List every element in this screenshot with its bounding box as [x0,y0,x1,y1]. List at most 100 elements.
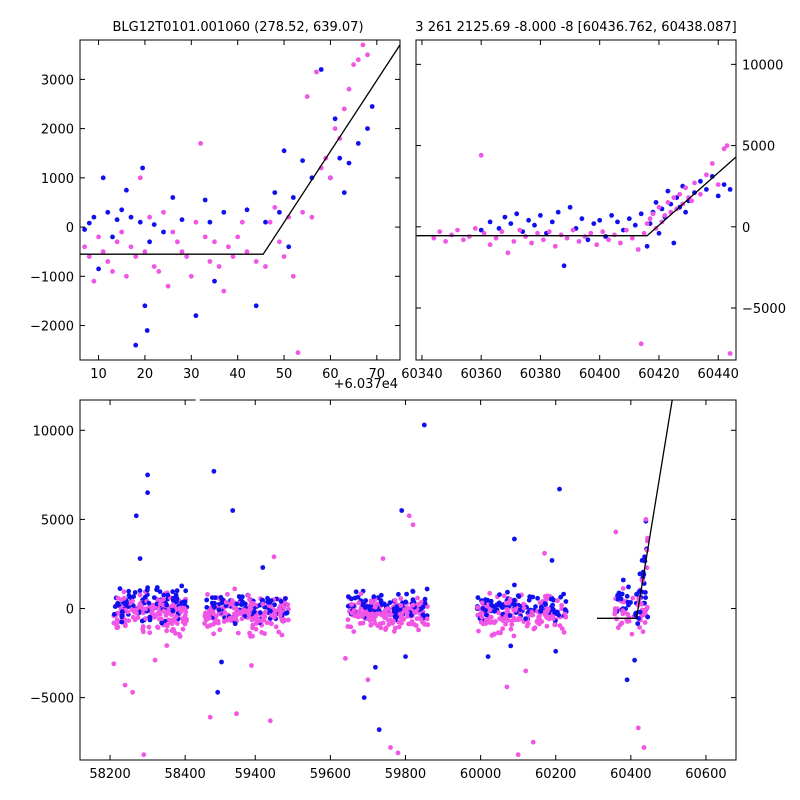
point-series_b [105,259,111,264]
point-series-b [475,605,480,610]
point-series_b [137,175,143,181]
point-series-b [221,619,227,624]
point-series_a [128,214,134,220]
point-series-b [207,623,213,628]
point-series-a [349,596,354,602]
point-series-a [174,588,180,594]
point-series_a [272,190,278,196]
point-series-a [268,608,273,614]
point-series_a [341,190,347,196]
point-series-a [505,589,510,595]
point-series-b [630,595,636,601]
x-tick-label: 70 [369,367,386,382]
point-series_b [606,237,611,243]
point-series-a [111,611,117,617]
point-series-a [122,601,128,607]
point-series-a [636,616,641,621]
point-series-b [492,631,497,637]
point-series-b [501,593,507,599]
point-series-a [363,605,368,610]
point-series-b [268,603,273,609]
point-series-a [615,593,620,598]
point-series-a [146,600,152,606]
point-series-b [149,604,155,610]
point-series-b [133,607,139,613]
point-series_b [207,259,213,264]
point-series-b [507,598,513,604]
point-series-a [234,601,240,607]
y-tick-label: 0 [742,221,750,236]
point-series_b [212,239,217,245]
point-series_a [144,328,150,333]
point-series_b [542,550,547,556]
point-series_a [277,209,282,215]
point-series-a [394,614,399,620]
point-series-b [231,616,237,621]
point-series-a [538,608,543,614]
point-series_a [597,217,603,223]
point-series-b [235,630,241,636]
point-rise [635,621,641,626]
point-series-a [142,594,148,600]
point-series-b [156,610,161,616]
point-series-b [521,601,526,607]
point-series_b [128,244,134,250]
point-series_a [561,263,567,269]
point-series_a [512,536,517,542]
point-series-a [265,595,270,601]
point-series_b [546,229,552,235]
point-series_a [698,178,703,184]
point-series-b [392,598,398,603]
plot-area [111,400,673,758]
point-series-b [505,607,510,612]
x-tick-label: 40 [229,367,246,382]
point-series_b [230,254,236,259]
point-series_b [709,161,715,166]
point-series_a [230,508,236,513]
point-series-a [624,593,630,599]
point-series_a [346,160,352,166]
point-series_b [96,234,101,240]
point-series-a [239,602,244,607]
point-series_a [632,222,638,228]
point-series-b [169,612,174,618]
point-series-b [279,632,285,638]
point-series_a [704,187,709,192]
point-series-a [119,612,125,618]
point-series-b [349,610,355,616]
x-tick-label: 60200 [535,767,576,782]
point-series-b [171,618,177,623]
point-series_a [193,313,199,319]
point-series_a [653,200,659,205]
point-series_b [360,42,366,48]
point-series-b [121,589,127,595]
point-series-b [405,610,410,616]
point-series_b [576,239,582,244]
plot-area [416,143,736,356]
point-series_a [212,278,217,284]
point-series-a [355,594,361,600]
point-series_a [721,182,727,188]
point-series-a [512,582,517,588]
point-series_b [677,191,683,197]
point-series-b [617,622,623,627]
point-series-b [508,626,514,632]
point-series_b [523,668,529,674]
point-series-a [480,606,486,611]
point-series-a [619,591,625,597]
point-series_b [388,745,393,750]
point-series-b [126,618,132,623]
point-series_b [82,244,87,250]
x-tick-label: 50 [276,367,293,382]
x-tick-label: 59400 [235,767,276,782]
point-series-a [126,588,132,594]
y-tick-label: 3000 [41,73,74,88]
y-tick-label: 0 [66,221,74,236]
point-series-b [544,623,550,629]
point-series-a [132,590,138,595]
point-series-b [644,605,650,611]
point-series-a [558,594,564,600]
x-tick-label: 60340 [401,367,442,382]
point-series-a [161,592,167,598]
point-series-b [491,619,496,625]
